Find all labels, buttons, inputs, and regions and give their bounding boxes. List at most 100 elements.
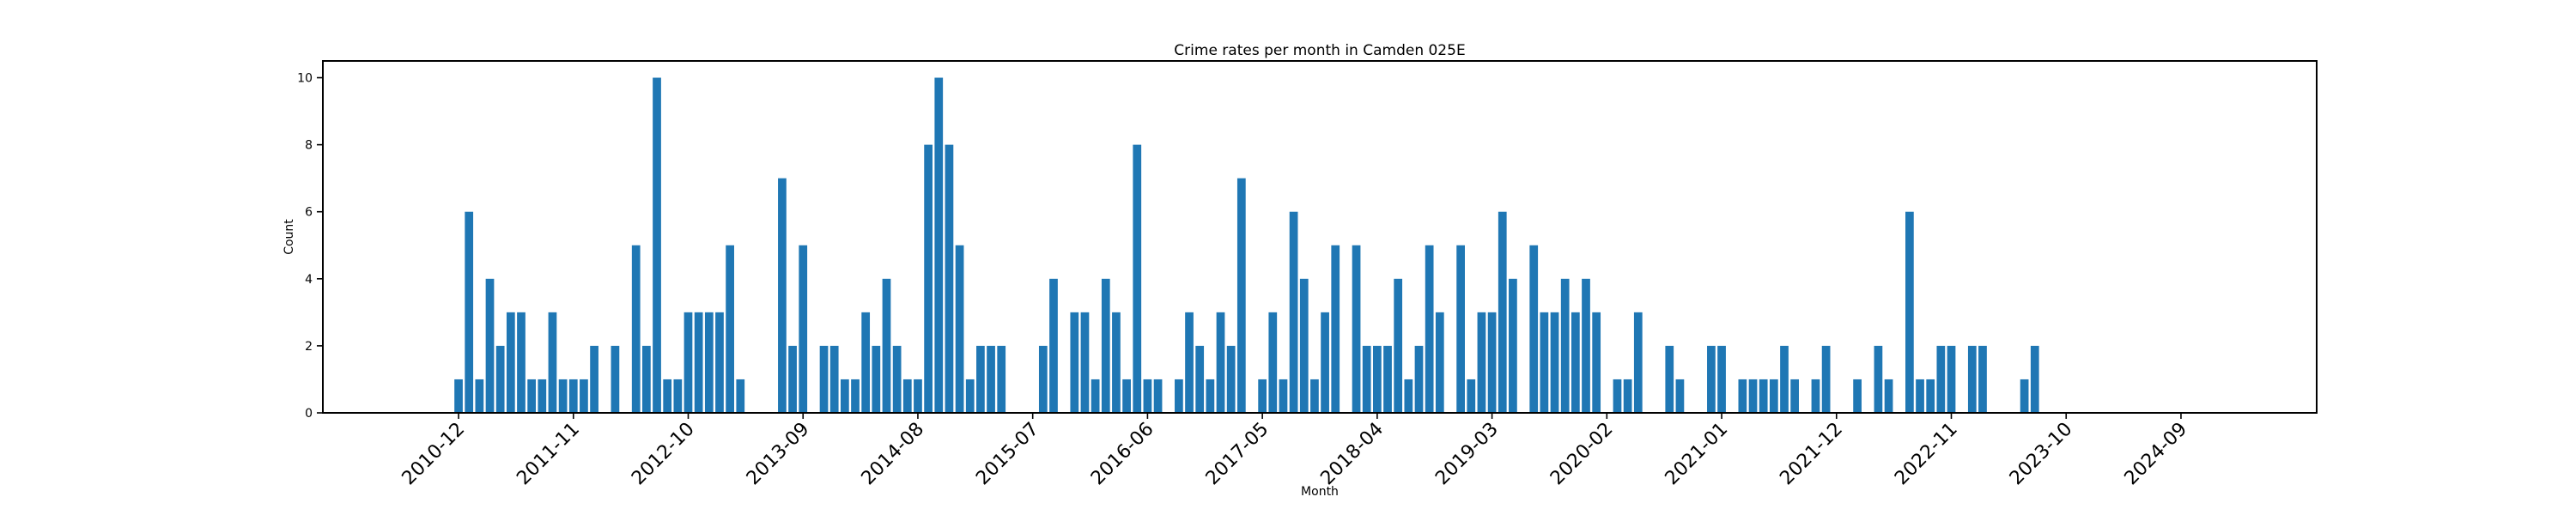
y-tick-label: 6 xyxy=(305,206,313,220)
bar xyxy=(1633,312,1643,413)
bar xyxy=(914,379,922,413)
x-tick-label: 2024-09 xyxy=(2121,419,2192,490)
x-tick-label: 2021-01 xyxy=(1662,419,1733,490)
bar xyxy=(527,379,537,413)
bar xyxy=(736,379,745,413)
bar xyxy=(1195,345,1205,413)
bar xyxy=(1853,379,1862,413)
bar xyxy=(1790,379,1800,413)
bar xyxy=(1080,312,1090,413)
bar xyxy=(663,379,672,413)
x-tick-label: 2023-10 xyxy=(2006,419,2077,490)
bar xyxy=(1571,312,1580,413)
bar xyxy=(1049,278,1058,413)
bar xyxy=(1738,379,1747,413)
bar xyxy=(1175,379,1183,413)
bar xyxy=(1101,278,1110,413)
bar xyxy=(642,345,651,413)
bar xyxy=(1936,345,1946,413)
bar xyxy=(1582,278,1590,413)
x-tick-label: 2018-04 xyxy=(1316,419,1388,490)
bar xyxy=(485,278,495,413)
y-axis-label: Count xyxy=(283,219,296,255)
bar xyxy=(715,312,724,413)
bar xyxy=(673,379,683,413)
bar xyxy=(1509,278,1517,413)
bar xyxy=(1487,312,1497,413)
x-axis: 2010-12 2011-11 2012-10 2013-09 2014-08 2015-… xyxy=(398,413,2192,490)
bar xyxy=(1112,312,1121,413)
bar xyxy=(1884,379,1893,413)
bar xyxy=(631,245,641,413)
bar xyxy=(924,144,933,413)
chart-title: Crime rates per month in Camden 025E xyxy=(1174,42,1465,59)
bar xyxy=(1916,379,1924,413)
x-tick-label: 2021-12 xyxy=(1776,419,1847,490)
bar xyxy=(704,312,714,413)
bar xyxy=(1780,345,1789,413)
bar xyxy=(1477,312,1486,413)
bar xyxy=(1967,345,1977,413)
bar xyxy=(872,345,881,413)
bar xyxy=(1592,312,1601,413)
x-tick-label: 2011-11 xyxy=(513,419,584,490)
bar xyxy=(1216,312,1225,413)
x-axis-label: Month xyxy=(1301,485,1339,499)
bar xyxy=(1560,278,1570,413)
x-tick-label: 2020-02 xyxy=(1546,419,1618,490)
bar xyxy=(1258,379,1267,413)
x-tick-label: 2010-12 xyxy=(398,419,470,490)
bar xyxy=(1279,379,1288,413)
bar xyxy=(1310,379,1319,413)
bar xyxy=(1143,379,1152,413)
bar xyxy=(1467,379,1476,413)
bar xyxy=(1759,379,1768,413)
bar xyxy=(1226,345,1236,413)
bar xyxy=(1456,245,1465,413)
y-tick-label: 2 xyxy=(305,340,313,354)
bar xyxy=(1185,312,1194,413)
bar xyxy=(1133,144,1142,413)
bar xyxy=(1717,345,1726,413)
bars-group xyxy=(454,77,2039,414)
bar xyxy=(819,345,829,413)
x-tick-label: 2022-11 xyxy=(1891,419,1962,490)
bar xyxy=(517,312,526,413)
bar xyxy=(1978,345,1987,413)
bar xyxy=(1331,245,1340,413)
bar xyxy=(1383,345,1392,413)
bar xyxy=(1070,312,1079,413)
bar xyxy=(726,245,734,413)
plot-frame xyxy=(322,60,2318,414)
bar xyxy=(1352,245,1361,413)
bar xyxy=(1425,245,1434,413)
bar xyxy=(1236,178,1246,414)
bar xyxy=(1091,379,1100,413)
bar xyxy=(934,77,944,414)
bar xyxy=(1038,345,1048,413)
x-tick-label: 2013-09 xyxy=(743,419,814,490)
bar xyxy=(454,379,463,413)
bar xyxy=(861,312,871,413)
bar xyxy=(945,144,954,413)
bar xyxy=(1268,312,1278,413)
bar xyxy=(1748,379,1758,413)
bar xyxy=(683,312,693,413)
bar xyxy=(548,312,557,413)
bar xyxy=(1299,278,1309,413)
bar xyxy=(1926,379,1935,413)
bar xyxy=(1613,379,1622,413)
bar xyxy=(1707,345,1716,413)
x-tick-label: 2016-06 xyxy=(1087,419,1158,490)
bar xyxy=(1394,278,1403,413)
bar xyxy=(538,379,547,413)
bar xyxy=(653,77,661,414)
x-tick-label: 2014-08 xyxy=(858,419,929,490)
y-tick-label: 0 xyxy=(305,407,313,421)
bar xyxy=(1122,379,1131,413)
bar xyxy=(799,245,808,413)
bar xyxy=(788,345,797,413)
bar xyxy=(465,211,474,413)
bar xyxy=(2020,379,2029,413)
